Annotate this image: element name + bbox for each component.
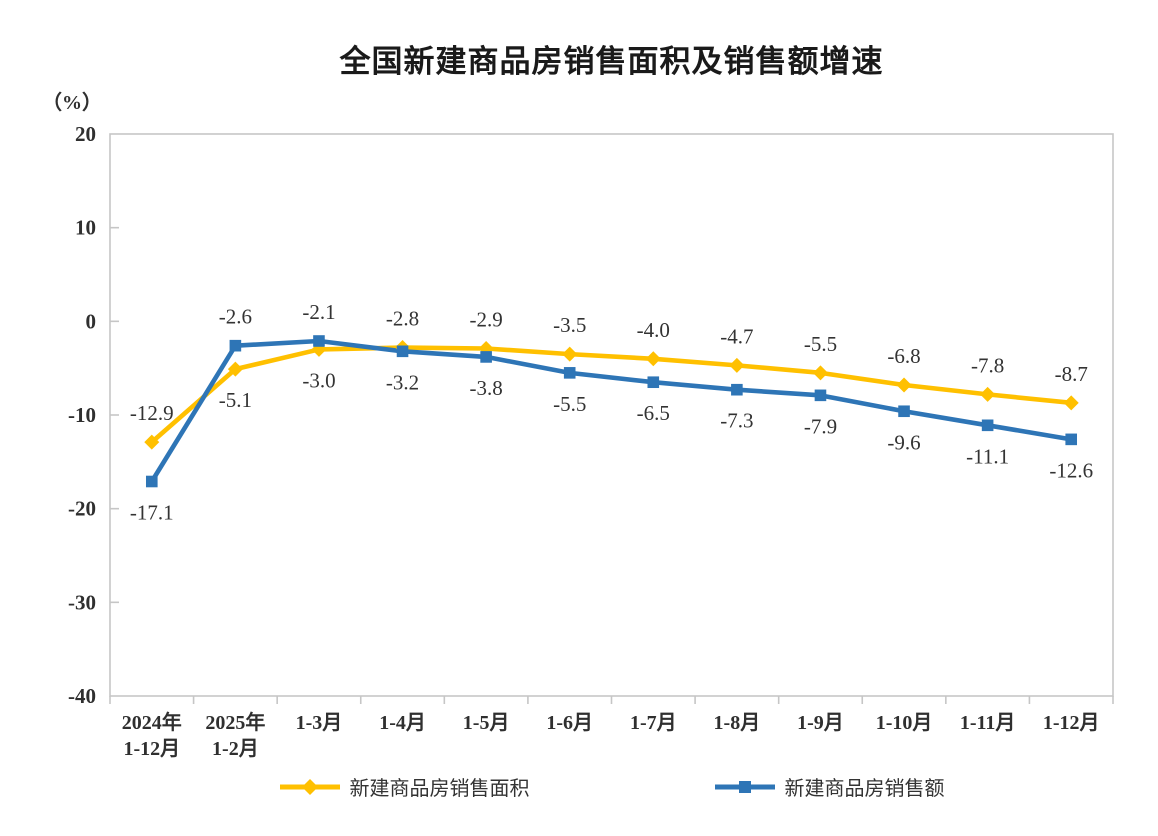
- x-tick-label: 1-4月: [379, 712, 426, 734]
- data-label-lower: -5.1: [219, 388, 252, 412]
- y-tick-label: 0: [86, 309, 97, 333]
- legend-line-square-icon: [714, 780, 775, 793]
- x-tick-label: 1-12月: [1043, 712, 1100, 734]
- y-tick-label: -20: [68, 497, 96, 521]
- data-point-square: [731, 383, 743, 396]
- chart-legend: 新建商品房销售面积 新建商品房销售额: [110, 772, 1113, 801]
- data-label-upper: -4.0: [637, 318, 670, 342]
- data-label-upper: -2.9: [470, 307, 503, 331]
- x-tick-label: 1-9月: [797, 712, 844, 734]
- data-label-lower: -3.8: [470, 376, 503, 400]
- data-point-diamond: [562, 346, 578, 362]
- data-point-square: [145, 475, 158, 488]
- data-label-upper: -4.7: [720, 324, 753, 348]
- data-label-lower: -7.3: [720, 409, 753, 433]
- x-tick-label: 1-8月: [714, 712, 761, 734]
- y-tick-label: 10: [75, 216, 96, 240]
- y-tick-label: 20: [75, 122, 96, 146]
- data-label-lower: -11.1: [966, 444, 1009, 468]
- data-label-lower: -9.6: [887, 430, 920, 454]
- x-tick-label: 1-6月: [546, 712, 593, 734]
- data-label-lower: -3.2: [386, 370, 419, 394]
- x-tick-label: 1-7月: [630, 712, 677, 734]
- legend-item-sales-area: 新建商品房销售面积: [279, 772, 530, 801]
- data-point-square: [563, 367, 576, 379]
- legend-label-sales-amount: 新建商品房销售额: [784, 778, 945, 800]
- data-label-upper: -7.8: [971, 353, 1004, 377]
- x-tick-label: 1-5月: [463, 712, 510, 734]
- series-line-1: [149, 338, 1074, 484]
- data-label-upper: -3.5: [553, 313, 586, 337]
- x-tick-label: 1-10月: [876, 712, 933, 734]
- data-point-diamond: [980, 386, 996, 402]
- chart-title: 全国新建商品房销售面积及销售额增速: [339, 44, 884, 79]
- y-tick-label: -10: [68, 403, 96, 427]
- legend-line-diamond-icon: [279, 778, 340, 795]
- data-point-square: [1065, 433, 1078, 446]
- data-point-square: [647, 376, 660, 389]
- data-label-upper: -12.9: [130, 401, 174, 425]
- data-point-diamond: [227, 361, 243, 377]
- x-tick-label: 1-3月: [296, 712, 343, 734]
- data-label-lower: -17.1: [130, 501, 174, 525]
- y-tick-label: -40: [68, 684, 96, 708]
- data-point-diamond: [896, 377, 912, 393]
- data-point-diamond: [1063, 395, 1079, 411]
- data-label-upper: -2.8: [386, 307, 419, 331]
- data-point-diamond: [144, 434, 160, 450]
- data-label-upper: -8.7: [1055, 362, 1088, 386]
- legend-item-sales-amount: 新建商品房销售额: [714, 772, 945, 801]
- line-chart-plot-area: 20 10 0 -10 -20 -30 -40 2024年 1-12月 2025年 1-2月 1-3月…: [68, 122, 1114, 760]
- data-point-square: [814, 389, 827, 402]
- data-point-square: [313, 335, 325, 347]
- x-tick-label: 2024年 1-12月: [122, 710, 182, 760]
- y-axis-unit-label: （%）: [42, 92, 102, 114]
- data-point-square: [898, 405, 910, 418]
- legend-label-sales-area: 新建商品房销售面积: [349, 778, 530, 800]
- y-tick-label: -30: [68, 590, 96, 614]
- data-point-square: [480, 351, 492, 363]
- data-point-diamond: [812, 365, 828, 381]
- data-label-upper: -2.6: [219, 305, 252, 329]
- data-label-upper: -5.5: [804, 332, 837, 356]
- data-point-diamond: [645, 351, 661, 367]
- series-line-0: [149, 345, 1074, 445]
- plot-border: [109, 133, 1114, 697]
- data-point-square: [396, 345, 409, 358]
- data-point-square: [981, 419, 994, 432]
- x-tick-label: 2025年 1-2月: [205, 710, 265, 760]
- data-label-lower: -7.9: [804, 414, 837, 438]
- data-label-lower: -3.0: [302, 368, 335, 392]
- data-label-upper: -6.8: [887, 344, 920, 368]
- data-label-upper: -2.1: [302, 300, 335, 324]
- x-tick-label: 1-11月: [960, 712, 1016, 734]
- data-point-square: [229, 339, 242, 352]
- data-label-lower: -12.6: [1049, 458, 1093, 482]
- data-label-lower: -5.5: [553, 392, 586, 416]
- data-point-diamond: [729, 357, 745, 373]
- data-label-lower: -6.5: [637, 401, 670, 425]
